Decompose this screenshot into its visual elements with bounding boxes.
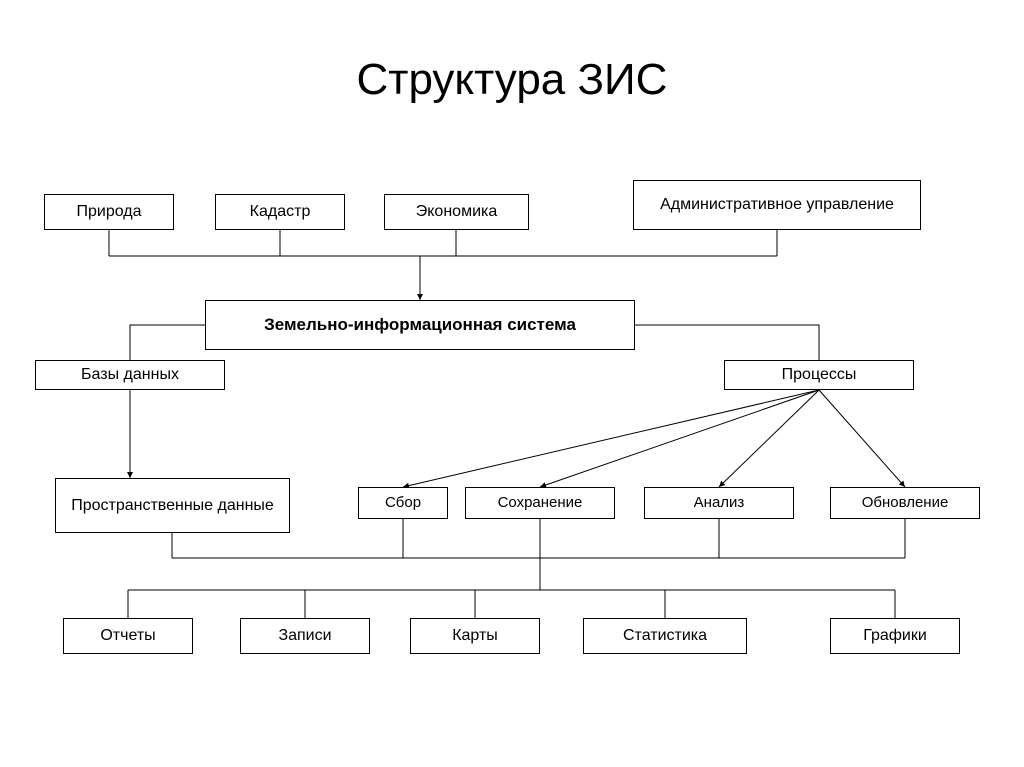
node-n_proc: Процессы: [724, 360, 914, 390]
node-n_analyze: Анализ: [644, 487, 794, 519]
node-n_collect: Сбор: [358, 487, 448, 519]
node-n_update: Обновление: [830, 487, 980, 519]
node-n_spatial: Пространственные данные: [55, 478, 290, 533]
node-n_zis: Земельно-информационная система: [205, 300, 635, 350]
node-n_admin: Административное управление: [633, 180, 921, 230]
node-n_maps: Карты: [410, 618, 540, 654]
node-n_nature: Природа: [44, 194, 174, 230]
diagram-title: Структура ЗИС: [0, 55, 1024, 105]
node-n_db: Базы данных: [35, 360, 225, 390]
node-n_reports: Отчеты: [63, 618, 193, 654]
node-n_stats: Статистика: [583, 618, 747, 654]
node-n_economy: Экономика: [384, 194, 529, 230]
node-n_save: Сохранение: [465, 487, 615, 519]
node-n_cadastre: Кадастр: [215, 194, 345, 230]
node-n_records: Записи: [240, 618, 370, 654]
node-n_charts: Графики: [830, 618, 960, 654]
